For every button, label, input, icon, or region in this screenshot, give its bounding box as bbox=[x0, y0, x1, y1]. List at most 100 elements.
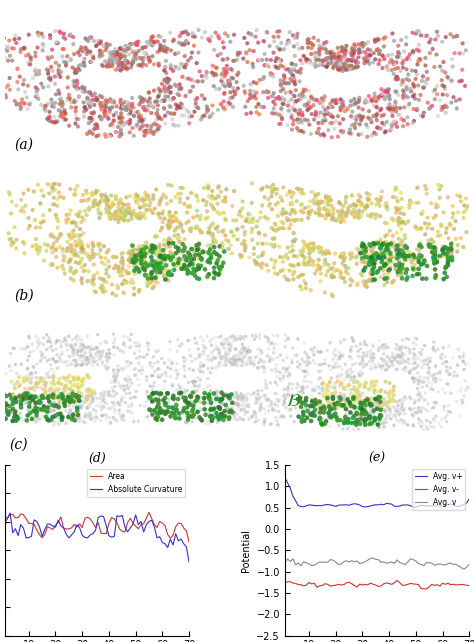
Point bbox=[141, 48, 149, 58]
Point bbox=[135, 60, 142, 70]
Point bbox=[387, 250, 394, 261]
Point bbox=[271, 259, 278, 269]
Point bbox=[313, 265, 320, 275]
Point bbox=[350, 336, 357, 347]
Point bbox=[155, 261, 163, 272]
Point bbox=[272, 339, 280, 349]
Point bbox=[305, 248, 313, 259]
Point bbox=[109, 50, 117, 60]
Point bbox=[36, 243, 44, 253]
Point bbox=[154, 357, 162, 367]
Point bbox=[210, 242, 218, 252]
Point bbox=[228, 390, 235, 400]
Point bbox=[234, 390, 242, 401]
Point bbox=[125, 57, 132, 67]
Point bbox=[108, 377, 115, 387]
Point bbox=[354, 386, 361, 396]
Point bbox=[367, 353, 374, 363]
Point bbox=[180, 408, 187, 418]
Point bbox=[114, 263, 122, 273]
Avg. v+ bbox=[413, 503, 419, 511]
Point bbox=[366, 189, 374, 200]
Point bbox=[367, 417, 374, 427]
Point bbox=[132, 49, 139, 60]
Point bbox=[220, 78, 228, 89]
Point bbox=[53, 399, 61, 410]
Point bbox=[50, 376, 57, 386]
Point bbox=[280, 363, 287, 374]
Point bbox=[272, 405, 279, 415]
Point bbox=[108, 209, 115, 220]
Point bbox=[136, 100, 143, 110]
Point bbox=[382, 245, 389, 256]
Point bbox=[95, 200, 102, 211]
Point bbox=[340, 248, 347, 259]
Point bbox=[194, 76, 201, 87]
Point bbox=[456, 352, 463, 362]
Avg. v+ bbox=[440, 502, 446, 510]
Point bbox=[432, 200, 440, 210]
Point bbox=[390, 352, 398, 362]
Point bbox=[101, 253, 109, 263]
Point bbox=[370, 352, 378, 363]
Point bbox=[151, 37, 158, 48]
Point bbox=[311, 394, 319, 404]
Point bbox=[373, 268, 381, 278]
Point bbox=[264, 266, 272, 276]
Point bbox=[32, 239, 40, 250]
Point bbox=[339, 201, 347, 211]
Point bbox=[203, 381, 211, 392]
Point bbox=[311, 268, 319, 279]
Point bbox=[219, 238, 226, 248]
Point bbox=[218, 354, 225, 364]
Point bbox=[197, 366, 204, 376]
Point bbox=[346, 392, 353, 403]
Point bbox=[436, 419, 443, 429]
Point bbox=[229, 215, 237, 225]
Point bbox=[257, 101, 265, 112]
Point bbox=[252, 412, 260, 422]
Point bbox=[415, 388, 423, 398]
Point bbox=[306, 119, 313, 130]
Point bbox=[174, 369, 182, 379]
Point bbox=[240, 81, 247, 91]
Point bbox=[150, 129, 157, 139]
Point bbox=[53, 336, 61, 347]
Point bbox=[360, 240, 367, 250]
Point bbox=[127, 115, 134, 125]
Point bbox=[392, 117, 400, 128]
Point bbox=[358, 414, 365, 424]
Point bbox=[356, 381, 363, 392]
Point bbox=[347, 128, 355, 139]
Point bbox=[415, 198, 422, 208]
Point bbox=[103, 399, 111, 409]
Point bbox=[397, 342, 404, 352]
Point bbox=[401, 102, 408, 112]
Point bbox=[56, 111, 64, 121]
Point bbox=[105, 96, 113, 106]
Point bbox=[461, 376, 469, 386]
Point bbox=[47, 73, 55, 83]
Point bbox=[380, 91, 387, 101]
Point bbox=[352, 98, 360, 108]
Point bbox=[418, 349, 425, 360]
Point bbox=[53, 38, 60, 48]
Point bbox=[418, 223, 425, 234]
Point bbox=[399, 406, 407, 416]
Point bbox=[197, 358, 204, 368]
Point bbox=[397, 351, 405, 361]
Point bbox=[276, 252, 284, 262]
Point bbox=[101, 129, 109, 139]
Point bbox=[343, 209, 350, 220]
Point bbox=[179, 39, 187, 49]
Point bbox=[120, 339, 128, 349]
Point bbox=[305, 37, 312, 48]
Point bbox=[138, 361, 146, 372]
Point bbox=[366, 397, 374, 408]
Point bbox=[85, 252, 93, 262]
Point bbox=[361, 336, 368, 347]
Point bbox=[117, 52, 125, 62]
Point bbox=[201, 343, 209, 353]
Point bbox=[172, 62, 179, 72]
Point bbox=[279, 257, 287, 267]
